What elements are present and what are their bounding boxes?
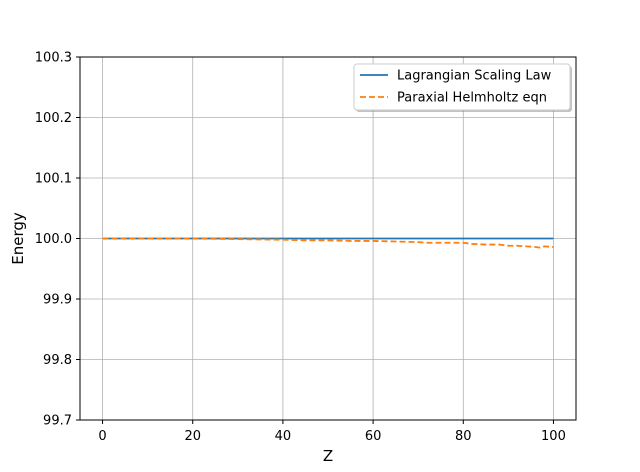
series-layer <box>102 237 554 249</box>
series-line-1 <box>102 237 554 249</box>
x-tick-label: 100 <box>541 429 566 444</box>
y-tick-label: 100.3 <box>35 51 72 66</box>
y-tick-label: 99.9 <box>43 293 72 308</box>
y-tick-label: 100.0 <box>35 232 72 247</box>
x-tick-label: 20 <box>184 429 201 444</box>
x-axis-label: Z <box>323 447 333 465</box>
legend-label-0: Lagrangian Scaling Law <box>397 69 552 84</box>
legend-label-1: Paraxial Helmholtz eqn <box>397 91 547 106</box>
legend: Lagrangian Scaling Law Paraxial Helmholtz… <box>353 63 572 112</box>
y-axis-label: Energy <box>9 212 27 265</box>
legend-box <box>353 63 571 111</box>
x-tick-label: 40 <box>275 429 292 444</box>
y-tick-label: 100.2 <box>35 111 72 126</box>
y-tick-label: 99.7 <box>43 414 72 429</box>
x-tick-label: 60 <box>365 429 382 444</box>
x-tick-label: 0 <box>98 429 106 444</box>
ticks: 0 20 40 60 80 100 99.7 99.8 99.9 100.0 100.1 100.2 1… <box>35 51 566 445</box>
y-tick-label: 99.8 <box>43 353 72 368</box>
y-tick-label: 100.1 <box>35 172 72 187</box>
x-tick-label: 80 <box>455 429 472 444</box>
